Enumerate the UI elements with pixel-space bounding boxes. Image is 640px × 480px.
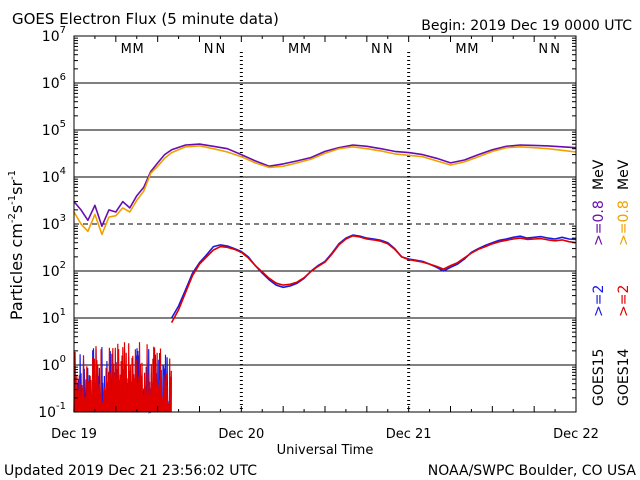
begin-time: Begin: 2019 Dec 19 0000 UTC	[421, 18, 632, 34]
mn-marker: N	[204, 42, 214, 57]
y-tick-label: 102	[42, 260, 66, 280]
y-tick-label: 100	[42, 354, 66, 374]
legend-unit: MeV	[616, 159, 632, 190]
plot-border	[73, 35, 577, 413]
legend: GOES15 >=2 >=0.8 MeV GOES14 >=2 >=0.8 MeV	[591, 159, 632, 406]
series-line	[170, 234, 577, 319]
mn-marker: M	[121, 42, 132, 57]
mn-marker: N	[550, 42, 560, 57]
mn-marker: M	[288, 42, 299, 57]
noise-line	[73, 342, 172, 413]
y-tick-label: 10-1	[38, 401, 66, 421]
x-tick-label: Dec 22	[553, 427, 599, 442]
x-tick-label: Dec 21	[386, 427, 432, 442]
y-tick-label: 101	[42, 307, 66, 327]
mn-marker: M	[455, 42, 466, 57]
mn-marker: N	[383, 42, 393, 57]
series-group	[73, 143, 577, 415]
legend-satellite: GOES14	[616, 348, 632, 406]
mn-marker: N	[216, 42, 226, 57]
mn-marker: N	[538, 42, 548, 57]
legend-unit: MeV	[591, 159, 607, 190]
y-tick-label: 103	[42, 213, 66, 233]
mn-marker: M	[133, 42, 144, 57]
x-tick-label: Dec 19	[51, 427, 97, 442]
y-tick-labels: 10-1 100 101 102 103 104 105 106 107	[38, 25, 66, 421]
legend-entry: >=2	[591, 285, 607, 317]
mn-marker: M	[300, 42, 311, 57]
x-tick-label: Dec 20	[218, 427, 264, 442]
grid	[74, 52, 576, 412]
y-tick-label: 104	[42, 166, 66, 186]
legend-entry: >=0.8	[616, 200, 632, 246]
y-tick-label: 105	[42, 119, 66, 139]
mn-marker: M	[467, 42, 478, 57]
legend-entry: >=2	[616, 285, 632, 317]
series-line	[73, 143, 577, 227]
y-tick-label: 106	[42, 72, 66, 92]
credit: NOAA/SWPC Boulder, CO USA	[428, 463, 637, 479]
x-tick-labels: Dec 19 Dec 20 Dec 21 Dec 22	[51, 427, 599, 442]
mn-marker: N	[371, 42, 381, 57]
chart-title: GOES Electron Flux (5 minute data)	[12, 10, 279, 28]
updated-time: Updated 2019 Dec 21 23:56:02 UTC	[4, 463, 257, 479]
y-axis-label: Particles cm-2s-1sr-1	[7, 170, 26, 320]
legend-entry: >=0.8	[591, 200, 607, 246]
plot-frame	[73, 35, 577, 413]
series-line	[170, 235, 577, 323]
legend-satellite: GOES15	[591, 349, 607, 406]
series-line	[73, 145, 577, 236]
y-tick-label: 107	[42, 25, 66, 45]
x-axis-label: Universal Time	[277, 443, 374, 458]
